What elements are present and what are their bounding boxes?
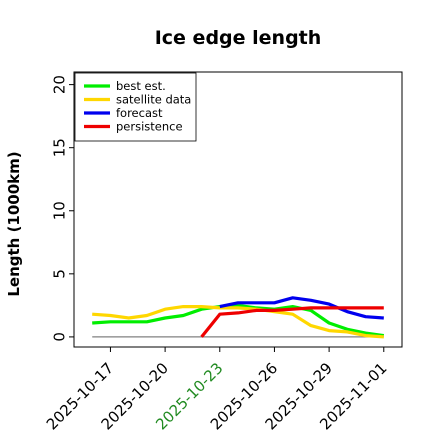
series-line-0: [92, 303, 385, 338]
legend-label: best est.: [116, 79, 166, 93]
y-tick-label: 15: [50, 138, 68, 157]
legend-label: satellite data: [116, 93, 191, 107]
chart-title: Ice edge length: [155, 27, 322, 49]
y-tick-label: 20: [50, 75, 68, 94]
series-line-2: [219, 296, 384, 320]
y-tick-label: 5: [50, 269, 68, 279]
legend-box: [74, 72, 197, 142]
series-line-1: [92, 305, 384, 339]
legend-label: forecast: [116, 106, 163, 120]
y-tick-label: 0: [50, 332, 68, 342]
y-tick-label: 10: [50, 201, 68, 220]
plot-frame: [73, 71, 403, 348]
plot-area: 051015202025-10-172025-10-202025-10-2320…: [43, 71, 403, 433]
legend-label: persistence: [116, 120, 183, 134]
series-line-3: [200, 306, 384, 338]
y-axis-label: Length (1000km): [5, 151, 23, 296]
